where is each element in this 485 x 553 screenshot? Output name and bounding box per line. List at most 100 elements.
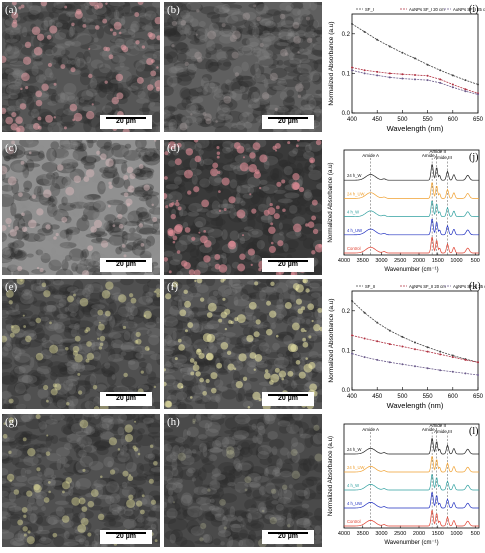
y-axis-label: Normalized Absorbance (a.u) (328, 21, 335, 105)
x-tick-label: 500 (471, 531, 480, 537)
data-point (477, 373, 479, 376)
scale-bar: 20 µm (262, 392, 314, 406)
x-tick-label: 450 (372, 394, 383, 400)
data-point (464, 88, 467, 91)
peak-annotation: Amide I (422, 153, 437, 158)
chart-svg: 4000 3500 3000 2500 2000 1500 1000 500 Wavenumbe… (327, 149, 480, 273)
legend-entry: AuNPs SF_I 20 cm (409, 7, 445, 12)
chart-j: 4000 3500 3000 2500 2000 1500 1000 500 Wavenumbe… (326, 140, 483, 275)
data-point (351, 334, 353, 337)
panel-label: (e) (5, 281, 18, 293)
micrograph-h: (h) 20 µm (164, 414, 322, 547)
data-point (464, 358, 467, 361)
data-point (451, 86, 454, 89)
x-tick-label: 4000 (338, 531, 350, 537)
peak-annotation: Amide A (362, 153, 379, 158)
data-point (439, 81, 442, 84)
x-tick-label: 3500 (357, 258, 369, 264)
peak-annotation: Amide I (422, 427, 437, 432)
data-point (376, 38, 379, 41)
series-label: Control (347, 519, 361, 524)
data-point (426, 74, 429, 77)
y-axis-label: Normalized Absorbance (a.u) (328, 298, 335, 382)
micrograph-b: (b) 20 µm (164, 2, 322, 132)
data-point (401, 335, 404, 338)
data-point (464, 372, 467, 375)
series-line (351, 353, 479, 376)
chart-label: (k) (469, 281, 481, 292)
series-label: Control (347, 246, 361, 251)
data-point (414, 78, 416, 81)
chart-label: (i) (469, 4, 478, 15)
series-label: 4 h_UW (347, 501, 362, 506)
data-point (363, 356, 366, 359)
y-tick-label: 0.1 (342, 348, 351, 354)
data-point (439, 78, 442, 81)
y-axis-label: Normalized Absorbance (a.u) (327, 162, 334, 242)
x-tick-label: 1500 (432, 531, 444, 537)
data-point (363, 311, 366, 314)
x-tick-label: 650 (473, 394, 484, 400)
micrograph-d: (d) 20 µm (164, 140, 322, 275)
data-point (451, 370, 454, 373)
legend-entry: SF_I (365, 7, 374, 12)
scale-bar: 20 µm (100, 530, 152, 544)
data-point (376, 74, 379, 77)
y-axis-label: Normalized Absorbance (a.u) (327, 436, 334, 516)
y-tick-label: 0.2 (342, 309, 351, 315)
scale-bar: 20 µm (100, 258, 152, 272)
micrograph-g: (g) 20 µm (2, 414, 160, 547)
data-point (388, 343, 391, 346)
data-point (439, 353, 442, 356)
data-point (363, 69, 366, 72)
data-point (464, 79, 467, 82)
data-point (439, 369, 442, 372)
chart-l: 4000 3500 3000 2500 2000 1500 1000 500 Wavenumbe… (326, 414, 483, 548)
x-tick-label: 1000 (450, 258, 462, 264)
y-tick-label: 0.0 (342, 111, 351, 117)
x-tick-label: 400 (347, 394, 358, 400)
x-axis-label: Wavelength (nm) (387, 401, 444, 410)
x-tick-label: 550 (423, 394, 434, 400)
series-label: 4 h_W (347, 210, 359, 215)
spectrum-line (344, 474, 479, 491)
spectrum-line (344, 182, 479, 199)
data-point (477, 83, 479, 86)
chart-label: (j) (469, 152, 478, 163)
micrograph-a: (a) 20 µm (2, 2, 160, 132)
peak-annotation: Amide II (429, 423, 446, 428)
chart-svg: 400 450 500 550 600 650 0.0 0.1 0.2 Wavelength (n… (328, 4, 485, 133)
data-point (401, 73, 404, 76)
micrograph-c: (c) 20 µm (2, 140, 160, 275)
peak-annotation: Amide III (434, 155, 452, 160)
peak-annotation: Amide II (429, 149, 446, 154)
spectrum-line (344, 237, 479, 254)
data-point (414, 57, 416, 60)
spectrum-line (343, 456, 479, 473)
panel-label: (d) (167, 142, 180, 154)
data-point (439, 350, 442, 353)
panel-label: (f) (167, 281, 178, 293)
panel-label: (g) (5, 416, 18, 428)
data-point (426, 63, 429, 66)
x-tick-label: 600 (448, 394, 459, 400)
legend-entry: SF_II (365, 284, 375, 289)
series-label: 24 h_W (347, 173, 361, 178)
x-tick-label: 400 (347, 117, 358, 123)
data-point (376, 340, 379, 343)
x-axis-label: Wavenumber (cm⁻¹) (384, 540, 438, 546)
chart-label: (l) (469, 426, 478, 437)
series-line (351, 69, 479, 95)
micrograph-e: (e) 20 µm (2, 279, 160, 409)
data-point (451, 356, 454, 359)
data-point (477, 361, 479, 364)
spectrum-line (343, 438, 479, 455)
data-point (363, 72, 366, 75)
data-point (388, 72, 391, 75)
x-tick-label: 550 (423, 117, 434, 123)
panel-label: (b) (167, 4, 180, 16)
x-tick-label: 2500 (394, 258, 406, 264)
data-point (451, 354, 454, 357)
data-point (351, 299, 353, 302)
data-point (451, 74, 454, 77)
